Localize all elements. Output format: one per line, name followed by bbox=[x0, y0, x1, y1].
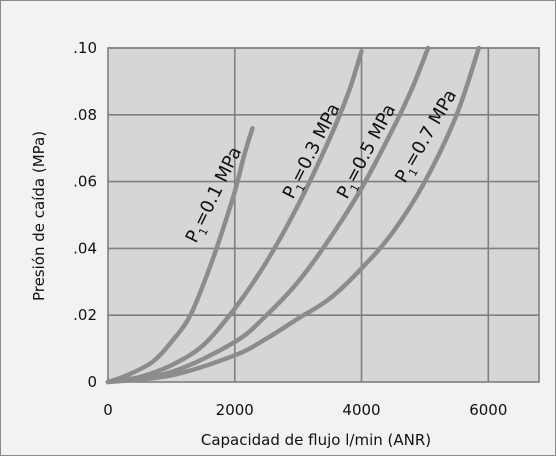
x-tick-label: 4000 bbox=[342, 401, 380, 419]
y-tick-label: .02 bbox=[73, 306, 97, 324]
y-tick-label: .08 bbox=[73, 106, 97, 124]
series-line-4 bbox=[105, 45, 482, 385]
x-axis-title: Capacidad de flujo l/min (ANR) bbox=[201, 431, 431, 449]
series-line-1 bbox=[105, 125, 255, 385]
y-tick-label: .04 bbox=[73, 239, 97, 257]
y-tick-label: 0 bbox=[87, 373, 97, 391]
x-tick-label: 6000 bbox=[469, 401, 507, 419]
y-tick-label: .06 bbox=[73, 173, 97, 191]
y-axis-title: Presión de caída (MPa) bbox=[30, 131, 48, 301]
x-tick-label: 2000 bbox=[216, 401, 254, 419]
series-line-3 bbox=[105, 45, 431, 385]
plot-border bbox=[107, 47, 540, 383]
plot-area bbox=[108, 48, 539, 382]
x-tick-label: 0 bbox=[103, 401, 113, 419]
y-tick-label: .10 bbox=[73, 39, 97, 57]
series-line-2 bbox=[105, 49, 364, 385]
